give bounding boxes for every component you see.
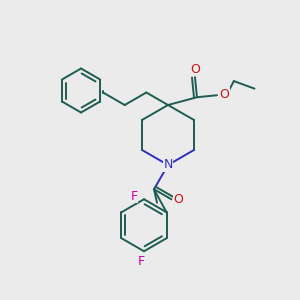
Text: O: O xyxy=(173,193,183,206)
Text: F: F xyxy=(137,255,145,268)
Text: N: N xyxy=(163,158,173,172)
Text: O: O xyxy=(190,63,200,76)
Text: O: O xyxy=(219,88,229,101)
Text: F: F xyxy=(130,190,138,203)
